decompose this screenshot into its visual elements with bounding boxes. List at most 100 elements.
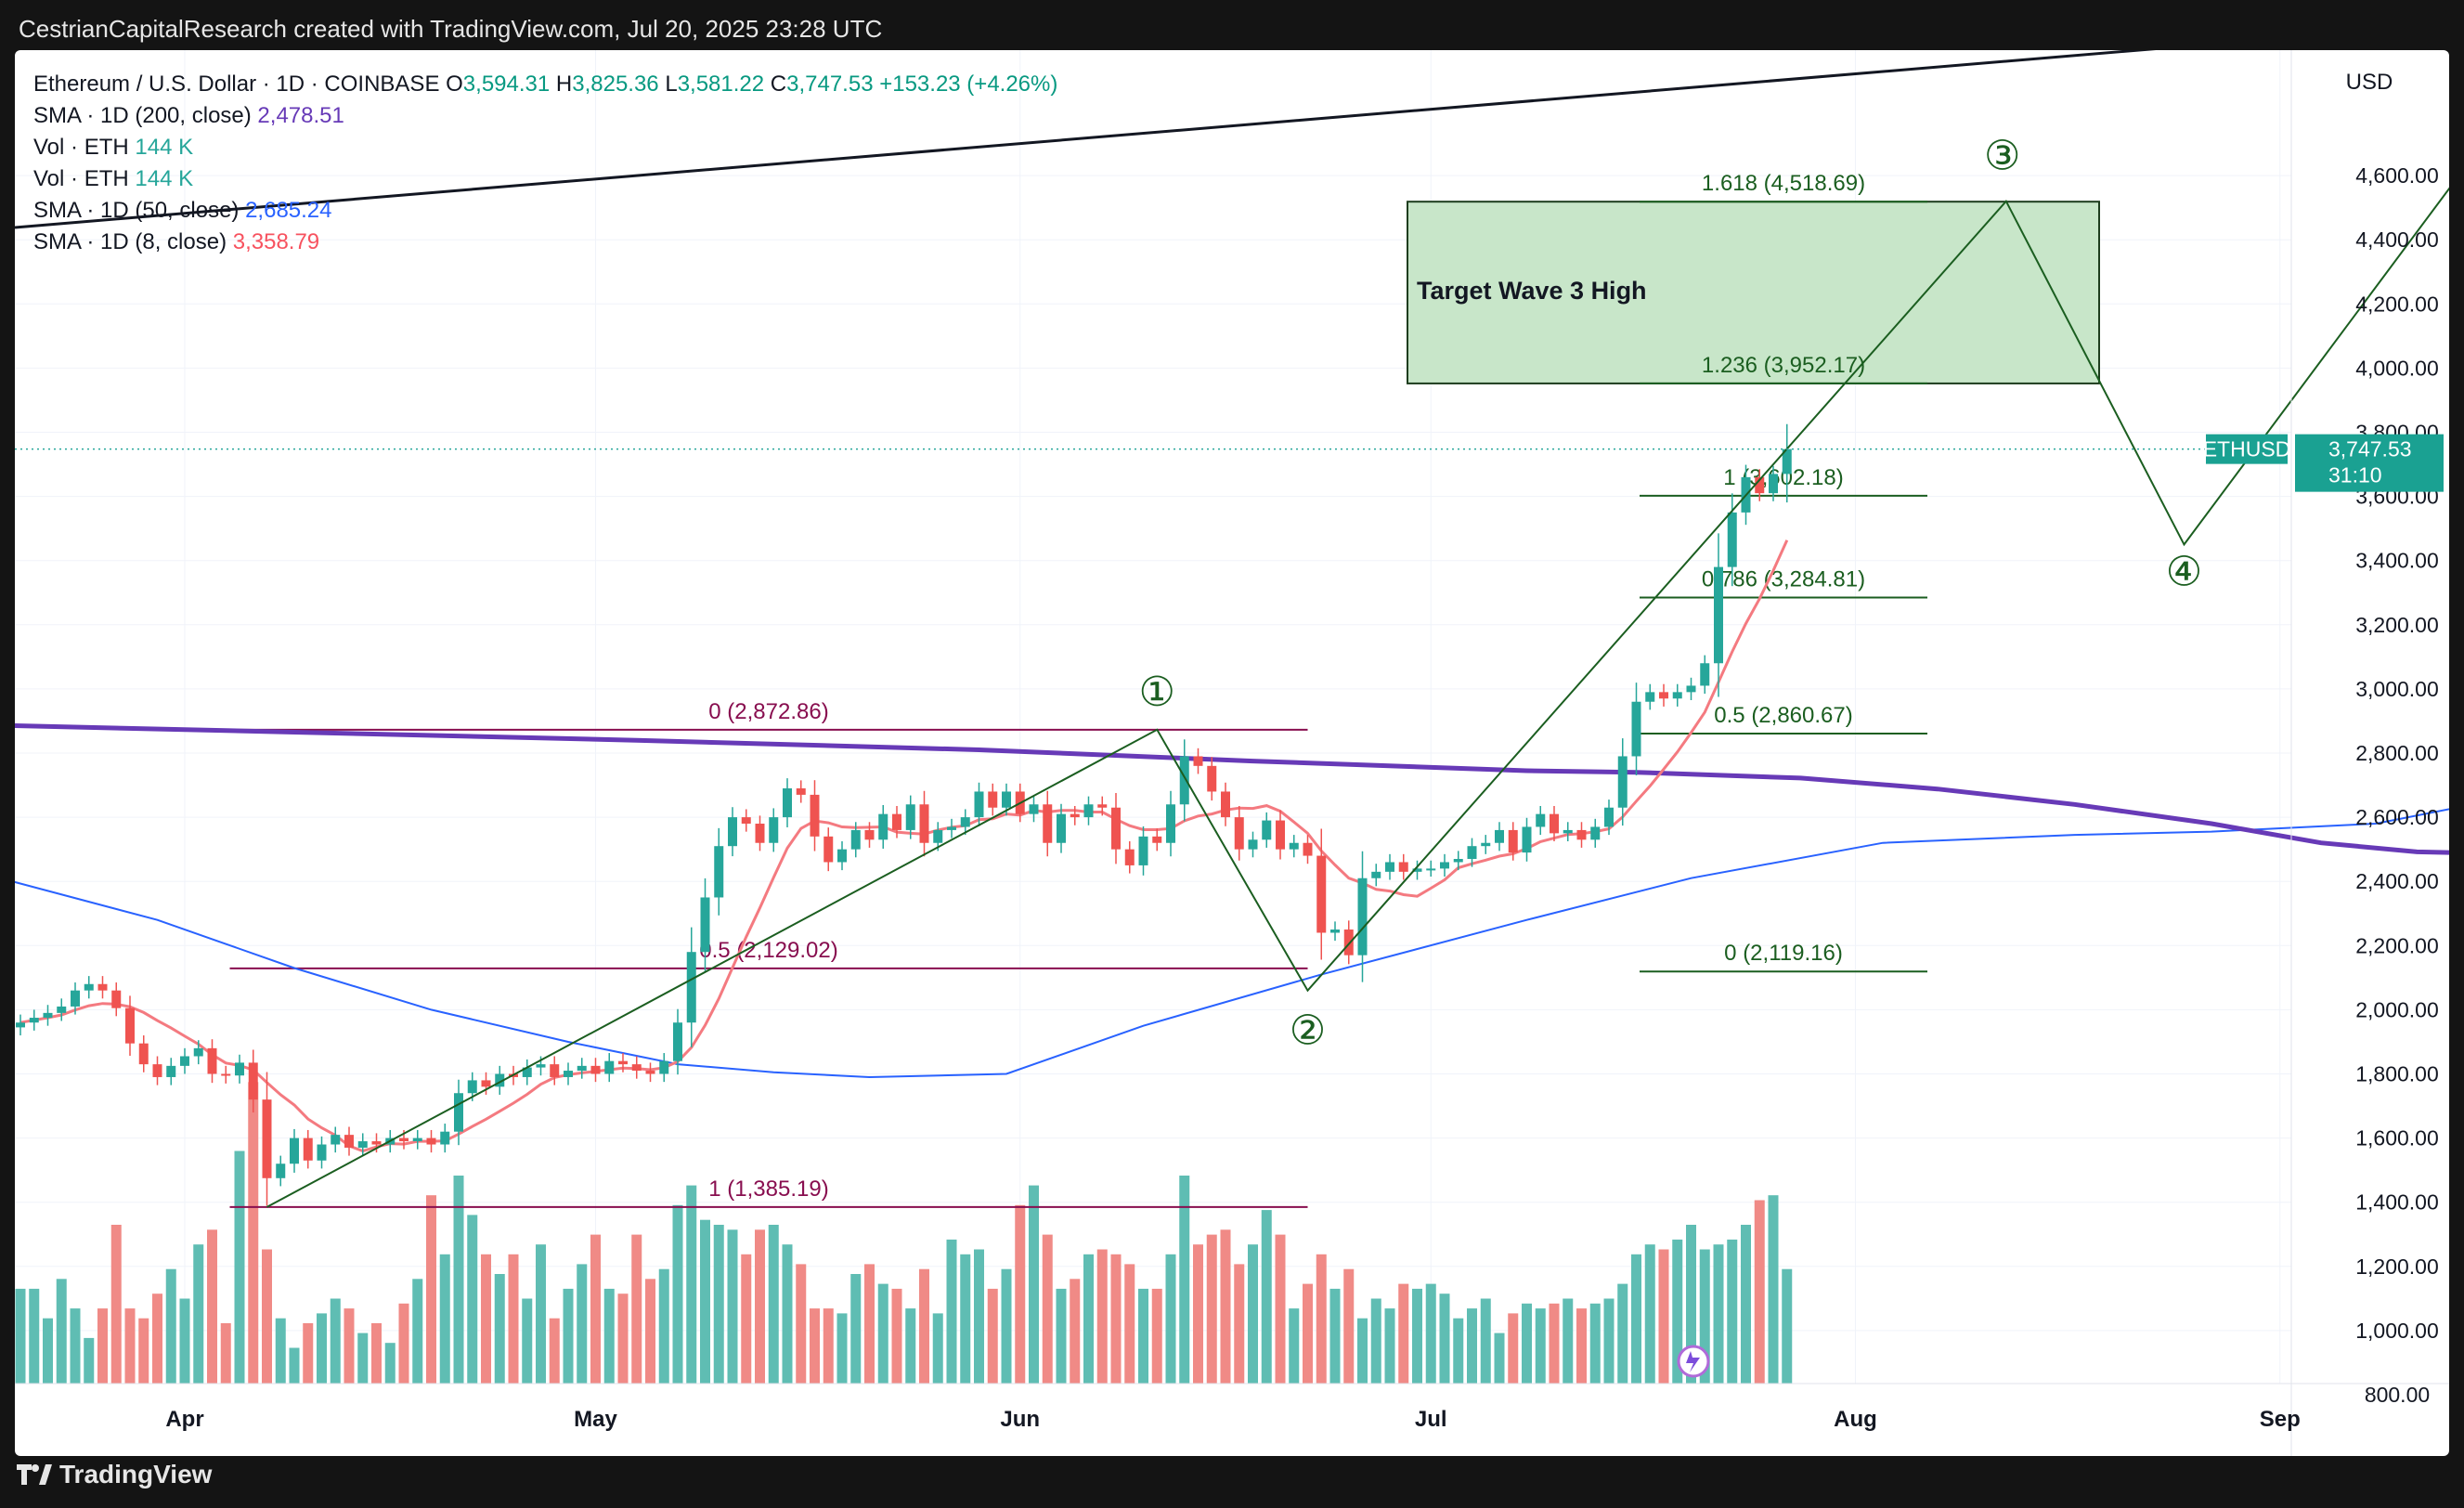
candle-body[interactable]: [1563, 829, 1573, 834]
candle-body[interactable]: [152, 1064, 162, 1077]
candle-body[interactable]: [1522, 826, 1532, 853]
trend-line[interactable]: [15, 50, 2206, 229]
candle-body[interactable]: [16, 1022, 25, 1028]
candle-body[interactable]: [290, 1138, 299, 1164]
candle-body[interactable]: [755, 824, 765, 843]
candle-body[interactable]: [1057, 813, 1066, 843]
chart-panel[interactable]: 0 (2,872.86) 0.5 (2,129.02) 1 (1,385.19) Ta…: [15, 50, 2449, 1456]
candle-body[interactable]: [1412, 868, 1422, 872]
candle-body[interactable]: [1604, 807, 1614, 827]
candle-body[interactable]: [1043, 804, 1053, 843]
candle-body[interactable]: [1330, 930, 1340, 933]
candle-body[interactable]: [125, 1008, 135, 1044]
candle-body[interactable]: [1617, 756, 1628, 808]
candle-body[interactable]: [1631, 701, 1641, 757]
candle-body[interactable]: [317, 1144, 327, 1161]
chart[interactable]: 0 (2,872.86) 0.5 (2,129.02) 1 (1,385.19) Ta…: [15, 50, 2449, 1456]
tradingview-brand[interactable]: TradingView: [17, 1460, 212, 1489]
candle-body[interactable]: [1029, 804, 1039, 814]
candle-body[interactable]: [1303, 842, 1313, 856]
legend-vol2-row[interactable]: Vol · ETH 144 K: [33, 163, 1057, 195]
candle-body[interactable]: [700, 897, 710, 953]
candle-body[interactable]: [1453, 859, 1463, 863]
candle-body[interactable]: [1550, 813, 1559, 834]
candle-body[interactable]: [412, 1138, 422, 1142]
legend-sma200-row[interactable]: SMA · 1D (200, close) 2,478.51: [33, 100, 1057, 132]
candle-body[interactable]: [1398, 862, 1408, 872]
candle-body[interactable]: [262, 1099, 272, 1178]
candle-body[interactable]: [618, 1060, 628, 1065]
candle-body[interactable]: [878, 813, 888, 840]
candle-body[interactable]: [303, 1138, 313, 1161]
candle-body[interactable]: [1686, 685, 1696, 693]
candle-body[interactable]: [988, 791, 998, 808]
candle-body[interactable]: [1426, 868, 1436, 871]
candle-body[interactable]: [371, 1141, 382, 1145]
candle-body[interactable]: [769, 817, 779, 843]
candle-body[interactable]: [728, 817, 737, 847]
candle-body[interactable]: [138, 1043, 149, 1065]
legend-ohlc-row[interactable]: Ethereum / U.S. Dollar · 1D · COINBASE O…: [33, 69, 1057, 100]
candle-body[interactable]: [1371, 871, 1381, 878]
candle-body[interactable]: [1152, 836, 1162, 843]
candle-body[interactable]: [590, 1065, 601, 1074]
candle-body[interactable]: [1276, 820, 1285, 850]
candle-body[interactable]: [1576, 829, 1587, 840]
candle-body[interactable]: [180, 1056, 189, 1066]
candle-body[interactable]: [631, 1064, 642, 1072]
candle-body[interactable]: [97, 983, 108, 991]
candle-body[interactable]: [495, 1073, 505, 1087]
candle-body[interactable]: [522, 1067, 532, 1077]
candle-body[interactable]: [426, 1138, 436, 1145]
candle-body[interactable]: [1508, 829, 1518, 853]
candle-body[interactable]: [1495, 829, 1504, 843]
candle-body[interactable]: [1207, 765, 1217, 792]
candle-body[interactable]: [714, 846, 724, 898]
candle-body[interactable]: [1179, 756, 1189, 805]
candle-body[interactable]: [207, 1047, 217, 1074]
candle-body[interactable]: [604, 1060, 615, 1074]
ticker-tag[interactable]: [2206, 434, 2288, 464]
candle-body[interactable]: [974, 791, 984, 818]
candle-body[interactable]: [1083, 804, 1094, 818]
candle-body[interactable]: [1481, 842, 1491, 847]
candle-body[interactable]: [1070, 813, 1080, 818]
candle-body[interactable]: [1467, 846, 1477, 860]
candle-body[interactable]: [84, 983, 94, 991]
sma200-line[interactable]: [15, 722, 2449, 856]
candle-body[interactable]: [536, 1064, 546, 1068]
candle-body[interactable]: [564, 1071, 573, 1077]
candle-body[interactable]: [71, 990, 80, 1007]
candle-body[interactable]: [1645, 692, 1655, 702]
candle-body[interactable]: [810, 794, 820, 837]
candle-body[interactable]: [1166, 804, 1175, 843]
candle-body[interactable]: [1769, 474, 1778, 494]
candle-body[interactable]: [166, 1065, 176, 1077]
candle-body[interactable]: [659, 1060, 669, 1074]
candle-body[interactable]: [357, 1141, 368, 1148]
candle-body[interactable]: [467, 1080, 477, 1094]
candle-body[interactable]: [1289, 842, 1299, 850]
candle-body[interactable]: [1440, 862, 1449, 869]
candle-body[interactable]: [1002, 791, 1011, 808]
elliott-wave-path[interactable]: [266, 67, 2450, 1208]
sma8-line[interactable]: [19, 540, 1789, 1153]
candle-body[interactable]: [1138, 836, 1148, 865]
candle-body[interactable]: [1357, 878, 1368, 956]
candle-body[interactable]: [1316, 855, 1327, 933]
candle-body[interactable]: [331, 1135, 341, 1145]
candle-body[interactable]: [1755, 476, 1765, 494]
candle-body[interactable]: [823, 836, 834, 863]
candle-body[interactable]: [673, 1022, 682, 1061]
target-zone-box[interactable]: [1407, 201, 2100, 384]
candle-body[interactable]: [783, 788, 792, 818]
sma50-line[interactable]: [15, 788, 2449, 1079]
candle-body[interactable]: [850, 829, 861, 850]
legend-vol1-row[interactable]: Vol · ETH 144 K: [33, 132, 1057, 163]
candle-body[interactable]: [645, 1071, 655, 1074]
candle-body[interactable]: [481, 1080, 491, 1087]
candle-body[interactable]: [577, 1065, 587, 1072]
candle-body[interactable]: [43, 1012, 53, 1019]
candle-body[interactable]: [905, 804, 915, 830]
candle-body[interactable]: [796, 788, 806, 795]
